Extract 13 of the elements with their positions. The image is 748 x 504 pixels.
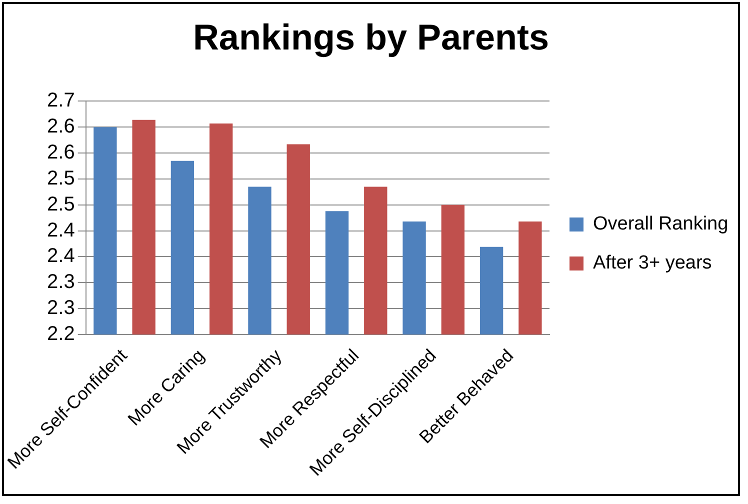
y-tick-label: 2.4 xyxy=(47,245,75,268)
chart-title: Rankings by Parents xyxy=(192,16,550,58)
y-tick-label: 2.5 xyxy=(47,167,75,190)
y-tick-label: 2.3 xyxy=(47,271,75,294)
y-tick-label: 2.5 xyxy=(47,193,75,216)
legend-label: Overall Ranking xyxy=(593,214,728,235)
y-tick-label: 2.3 xyxy=(47,297,75,320)
legend-label: After 3+ years xyxy=(593,252,712,274)
y-tick-label: 2.2 xyxy=(47,322,75,345)
y-tick-label: 2.7 xyxy=(47,90,75,112)
y-tick-label: 2.4 xyxy=(47,219,75,242)
y-tick-label: 2.6 xyxy=(47,142,75,164)
y-tick-label: 2.6 xyxy=(47,116,75,138)
